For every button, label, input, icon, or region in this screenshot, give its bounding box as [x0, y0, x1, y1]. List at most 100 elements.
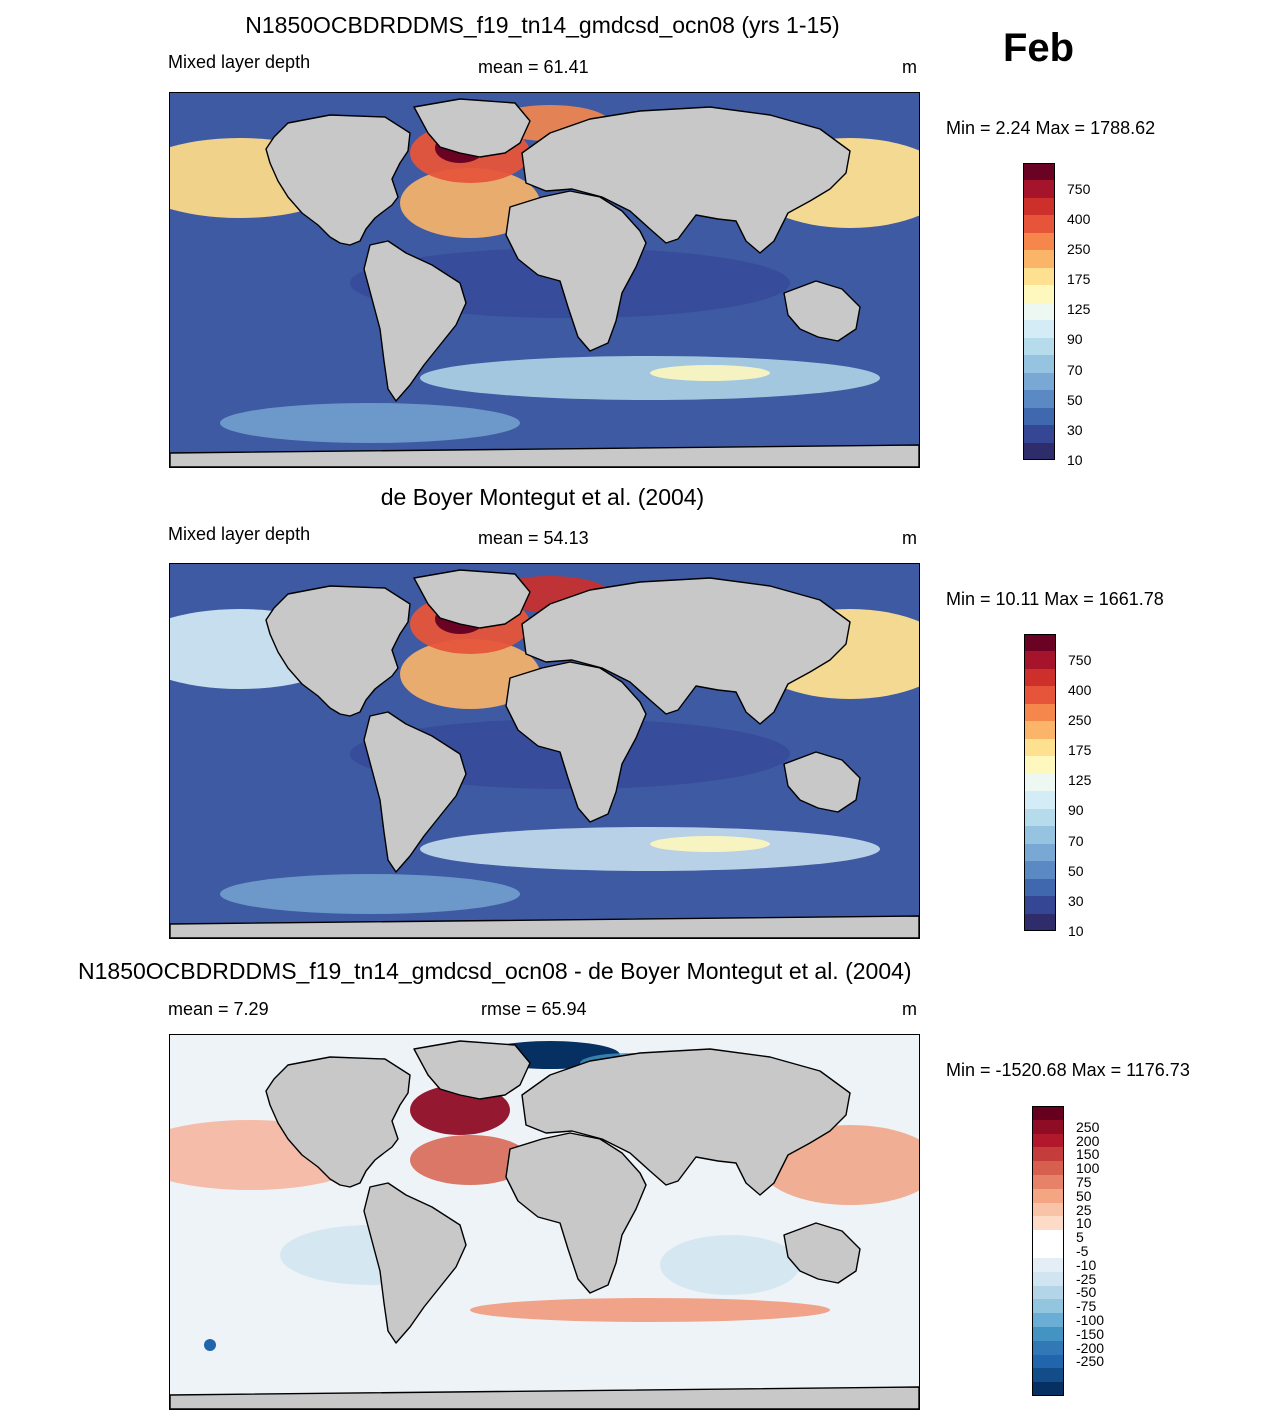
colorbar-swatch	[1024, 791, 1056, 810]
colorbar-swatch	[1024, 861, 1056, 880]
colorbar-swatch	[1032, 1354, 1064, 1369]
colorbar-tick-label: 175	[1068, 742, 1092, 759]
colorbar-swatch	[1032, 1271, 1064, 1286]
colorbar-swatch	[1032, 1382, 1064, 1397]
colorbar-swatch	[1023, 267, 1055, 286]
colorbar-tick-label: -50	[1076, 1284, 1097, 1301]
colorbar-tick-label: 75	[1076, 1173, 1092, 1190]
colorbar-swatch	[1023, 215, 1055, 234]
colorbar-swatch	[1023, 442, 1055, 461]
month-label: Feb	[1003, 26, 1075, 70]
colorbar-swatch	[1024, 843, 1056, 862]
panel-2-minmax: Min = 10.11 Max = 1661.78	[946, 589, 1164, 609]
colorbar-swatch	[1023, 285, 1055, 304]
panel-1-title: N1850OCBDRDDMS_f19_tn14_gmdcsd_ocn08 (yr…	[245, 12, 840, 38]
colorbar-swatch	[1023, 232, 1055, 251]
colorbar-tick-label: 150	[1076, 1146, 1100, 1163]
colorbar-swatch	[1024, 756, 1056, 775]
panel-3-map	[169, 1034, 920, 1410]
panel-2-left-label: Mixed layer depth	[168, 524, 311, 544]
colorbar-tick-label: 250	[1076, 1118, 1100, 1135]
colorbar-swatch	[1023, 197, 1055, 216]
colorbar-swatch	[1032, 1175, 1064, 1190]
colorbar-tick-label: 5	[1076, 1229, 1084, 1246]
colorbar-tick-label: 10	[1068, 922, 1084, 939]
colorbar-tick-label: 250	[1068, 712, 1092, 729]
colorbar-swatch	[1024, 808, 1056, 827]
colorbar-swatch	[1023, 302, 1055, 321]
colorbar-swatch	[1032, 1285, 1064, 1300]
colorbar-tick-label: 125	[1068, 772, 1092, 789]
colorbar-tick-label: 50	[1076, 1187, 1092, 1204]
colorbar-swatch	[1024, 738, 1056, 757]
panel-2-title: de Boyer Montegut et al. (2004)	[380, 484, 705, 510]
panel-3-left-label: mean = 7.29	[168, 999, 269, 1019]
colorbar-swatch	[1032, 1368, 1064, 1383]
panel-2-center-label: mean = 54.13	[478, 528, 589, 548]
colorbar-swatch	[1023, 163, 1055, 181]
colorbar-swatch	[1032, 1119, 1064, 1135]
colorbar-tick-label: 10	[1076, 1215, 1092, 1232]
colorbar-tick-label: 70	[1067, 361, 1083, 378]
colorbar-swatch	[1032, 1202, 1064, 1217]
colorbar-swatch	[1024, 703, 1056, 722]
panel-2-units: m	[902, 528, 917, 548]
colorbar-swatch	[1023, 250, 1055, 269]
panel-3-title: N1850OCBDRDDMS_f19_tn14_gmdcsd_ocn08 - d…	[78, 958, 912, 984]
colorbar-swatch	[1024, 651, 1056, 670]
colorbar-swatch	[1024, 686, 1056, 705]
colorbar-swatch	[1032, 1106, 1064, 1121]
colorbar-tick-label: -25	[1076, 1270, 1097, 1287]
colorbar-tick-label: 400	[1067, 211, 1091, 228]
colorbar-tick-label: 50	[1067, 391, 1083, 408]
colorbar-swatch	[1032, 1147, 1064, 1162]
colorbar-swatch	[1024, 634, 1056, 652]
panel-1-map	[169, 92, 920, 468]
colorbar-swatch	[1023, 390, 1055, 409]
colorbar-tick-label: 250	[1067, 241, 1091, 258]
colorbar-swatch	[1032, 1313, 1064, 1328]
colorbar-tick-label: 50	[1068, 862, 1084, 879]
colorbar-swatch	[1032, 1326, 1064, 1342]
colorbar-swatch	[1023, 372, 1055, 391]
panel-3-minmax: Min = -1520.68 Max = 1176.73	[946, 1060, 1190, 1080]
colorbar-swatch	[1023, 425, 1055, 444]
colorbar-tick-label: 70	[1068, 832, 1084, 849]
colorbar-tick-label: -100	[1076, 1312, 1105, 1329]
colorbar-swatch	[1032, 1230, 1064, 1245]
colorbar-tick-label: 10	[1067, 451, 1083, 468]
colorbar-tick-label: 125	[1067, 301, 1091, 318]
colorbar-tick-label: 25	[1076, 1201, 1092, 1218]
colorbar-swatch	[1032, 1299, 1064, 1314]
colorbar-swatch	[1032, 1133, 1064, 1148]
colorbar-swatch	[1032, 1216, 1064, 1231]
colorbar-swatch	[1032, 1257, 1064, 1273]
colorbar-swatch	[1032, 1161, 1064, 1176]
panel-3-center-label: rmse = 65.94	[481, 999, 587, 1019]
panel-1-left-label: Mixed layer depth	[168, 52, 311, 72]
colorbar-tick-label: 750	[1068, 652, 1092, 669]
colorbar-tick-label: -75	[1076, 1298, 1097, 1315]
colorbar-tick-label: 175	[1067, 271, 1091, 288]
panel-2-map	[169, 563, 920, 939]
colorbar-tick-label: -200	[1076, 1339, 1105, 1356]
colorbar-swatch	[1023, 355, 1055, 374]
colorbar-swatch	[1023, 407, 1055, 426]
colorbar-swatch	[1024, 773, 1056, 792]
colorbar-swatch	[1024, 668, 1056, 687]
colorbar-tick-label: 750	[1067, 181, 1091, 198]
panel-1-center-label: mean = 61.41	[478, 57, 589, 77]
panel-1-minmax: Min = 2.24 Max = 1788.62	[946, 118, 1156, 138]
colorbar-swatch	[1024, 913, 1056, 932]
colorbar-tick-label: -250	[1076, 1353, 1105, 1370]
colorbar-swatch	[1024, 721, 1056, 740]
colorbar-swatch	[1032, 1244, 1064, 1259]
colorbar-tick-label: 400	[1068, 682, 1092, 699]
colorbar-tick-label: 100	[1076, 1160, 1100, 1177]
colorbar-swatch	[1023, 180, 1055, 199]
colorbar-tick-label: 30	[1067, 421, 1083, 438]
colorbar-swatch	[1032, 1340, 1064, 1356]
colorbar-swatch	[1032, 1188, 1064, 1204]
colorbar-tick-label: 90	[1068, 802, 1084, 819]
colorbar-tick-label: -10	[1076, 1256, 1097, 1273]
